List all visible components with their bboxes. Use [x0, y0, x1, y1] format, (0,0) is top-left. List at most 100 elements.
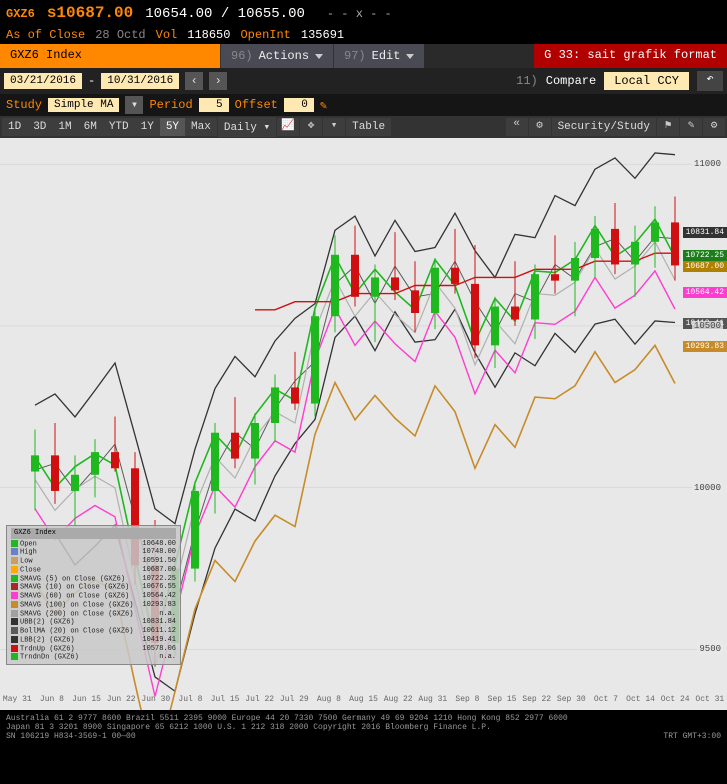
y-tick: 11000	[692, 159, 723, 169]
asof-label: As of Close	[6, 28, 85, 42]
ask-price: 10655.00	[238, 6, 305, 22]
edit-menu[interactable]: 97) Edit	[333, 44, 424, 68]
period-input[interactable]: 5	[199, 98, 229, 112]
price-tag: 10293.83	[683, 341, 727, 352]
legend-row: SMAVG (60) on Close (GXZ6)10564.42	[11, 592, 176, 601]
legend-row: SMAVG (200) on Close (GXZ6)n.a.	[11, 610, 176, 619]
date-to-input[interactable]: 10/31/2016	[101, 73, 179, 89]
x-tick: Sep 22	[519, 695, 554, 704]
index-name-box[interactable]: GXZ6 Index	[0, 44, 220, 68]
study-label: Study	[6, 98, 42, 112]
chart-style-icon[interactable]: 📈	[277, 118, 299, 136]
openint-label: OpenInt	[240, 28, 290, 42]
date-from-input[interactable]: 03/21/2016	[4, 73, 82, 89]
range-1d[interactable]: 1D	[2, 118, 27, 136]
x-tick: Sep 8	[450, 695, 485, 704]
y-tick: 10000	[692, 483, 723, 493]
legend-row: UBB(2) (GXZ6)10831.84	[11, 618, 176, 627]
freq-select[interactable]: Daily ▾	[218, 117, 276, 137]
settings-icon[interactable]: ⚙	[529, 118, 551, 136]
range-ytd[interactable]: YTD	[103, 118, 135, 136]
legend-row: Close10687.00	[11, 566, 176, 575]
security-study-button[interactable]: Security/Study	[552, 118, 656, 136]
footer-line2: Japan 81 3 3201 8900 Singapore 65 6212 1…	[6, 723, 721, 732]
x-tick: Aug 8	[312, 695, 347, 704]
range-1y[interactable]: 1Y	[135, 118, 160, 136]
footer-tz: TRT GMT+3:00	[663, 732, 721, 741]
range-1m[interactable]: 1M	[52, 118, 77, 136]
range-3d[interactable]: 3D	[27, 118, 52, 136]
price-tag: 10722.25	[683, 250, 727, 261]
next-button[interactable]: ›	[209, 72, 227, 90]
x-tick: Jun 15	[69, 695, 104, 704]
y-tick: 10500	[692, 321, 723, 331]
legend-row: TrdnUp (GXZ6)10578.06	[11, 645, 176, 654]
x-tick: Sep 15	[485, 695, 520, 704]
edit-icon[interactable]: ✎	[680, 118, 702, 136]
crosshair-icon[interactable]: ✥	[300, 118, 322, 136]
legend-title: GXZ6 Index	[11, 528, 176, 538]
table-button[interactable]: Table	[346, 118, 391, 136]
header-row: GXZ6 s10687.00 10654.00 / 10655.00 - - x…	[0, 0, 727, 26]
x-tick: Jun 8	[35, 695, 70, 704]
date-separator: -	[88, 74, 95, 88]
range-max[interactable]: Max	[185, 118, 217, 136]
x-tick: Jun 22	[104, 695, 139, 704]
legend-row: High10748.00	[11, 548, 176, 557]
x-tick: Jul 8	[173, 695, 208, 704]
x-tick: Sep 30	[554, 695, 589, 704]
price-tag: 10687.00	[683, 261, 727, 272]
compare-label[interactable]: Compare	[546, 74, 596, 88]
flag-icon[interactable]: ⚑	[657, 118, 679, 136]
x-tick: Oct 24	[658, 695, 693, 704]
market-status: - - x - -	[327, 7, 392, 21]
legend-box: GXZ6 Index Open10648.00High10748.00Low10…	[6, 525, 181, 665]
offset-input[interactable]: 0	[284, 98, 314, 112]
asof-value: 28 Octd	[95, 28, 145, 42]
study-dropdown-icon[interactable]: ▾	[125, 96, 143, 114]
price-prefix: s	[47, 4, 57, 22]
range-toolbar: 1D3D1M6MYTD1Y5YMax Daily ▾ 📈 ✥ ▾ Table «…	[0, 116, 727, 138]
legend-row: LBB(2) (GXZ6)10419.41	[11, 636, 176, 645]
pencil-icon[interactable]: ✎	[320, 98, 327, 113]
function-bar: GXZ6 Index 96) Actions 97) Edit G 33: sa…	[0, 44, 727, 68]
legend-row: Low10591.50	[11, 557, 176, 566]
last-price: 10687.00	[56, 4, 133, 22]
legend-row: TrndnDn (GXZ6)n.a.	[11, 653, 176, 662]
footer-line1: Australia 61 2 9777 8600 Brazil 5511 239…	[6, 714, 721, 723]
x-tick: Jul 22	[242, 695, 277, 704]
prev-button[interactable]: ‹	[185, 72, 203, 90]
vol-label: Vol	[156, 28, 178, 42]
footer-sn: SN 106219 H834-3569-1 00—00	[6, 732, 136, 741]
legend-row: SMAVG (100) on Close (GXZ6)10293.83	[11, 601, 176, 610]
study-bar: Study Simple MA ▾ Period 5 Offset 0 ✎	[0, 94, 727, 116]
x-tick: Aug 31	[416, 695, 451, 704]
x-tick: Aug 22	[381, 695, 416, 704]
gear-icon[interactable]: ⚙	[703, 118, 725, 136]
x-tick: Oct 7	[589, 695, 624, 704]
x-axis: May 31Jun 8Jun 15Jun 22Jun 30Jul 8Jul 15…	[0, 695, 727, 704]
vol-value: 118650	[187, 28, 230, 42]
chart-area[interactable]: 10831.8410722.2510687.0010564.4210419.41…	[0, 138, 727, 710]
price-tag: 10831.84	[683, 227, 727, 238]
status-message: G 33: sait grafik format	[534, 44, 727, 68]
actions-menu[interactable]: 96) Actions	[220, 44, 333, 68]
study-select[interactable]: Simple MA	[48, 98, 119, 112]
chevron-down-icon	[406, 54, 414, 59]
currency-select[interactable]: Local CCY	[604, 72, 689, 90]
x-tick: Oct 31	[693, 695, 727, 704]
ticker-symbol: GXZ6	[6, 7, 35, 21]
range-5y[interactable]: 5Y	[160, 118, 185, 136]
chevron-down-icon	[315, 54, 323, 59]
undo-icon[interactable]: ↶	[697, 71, 723, 91]
collapse-icon[interactable]: «	[506, 118, 528, 136]
range-6m[interactable]: 6M	[78, 118, 103, 136]
date-range-bar: 03/21/2016 - 10/31/2016 ‹ › 11) Compare …	[0, 68, 727, 94]
quote-summary-row: As of Close 28 Octd Vol 118650 OpenInt 1…	[0, 26, 727, 44]
x-tick: May 31	[0, 695, 35, 704]
x-tick: Jun 30	[139, 695, 174, 704]
y-tick: 9500	[697, 644, 723, 654]
openint-value: 135691	[301, 28, 344, 42]
dropdown-icon[interactable]: ▾	[323, 118, 345, 136]
x-tick: Jul 15	[208, 695, 243, 704]
